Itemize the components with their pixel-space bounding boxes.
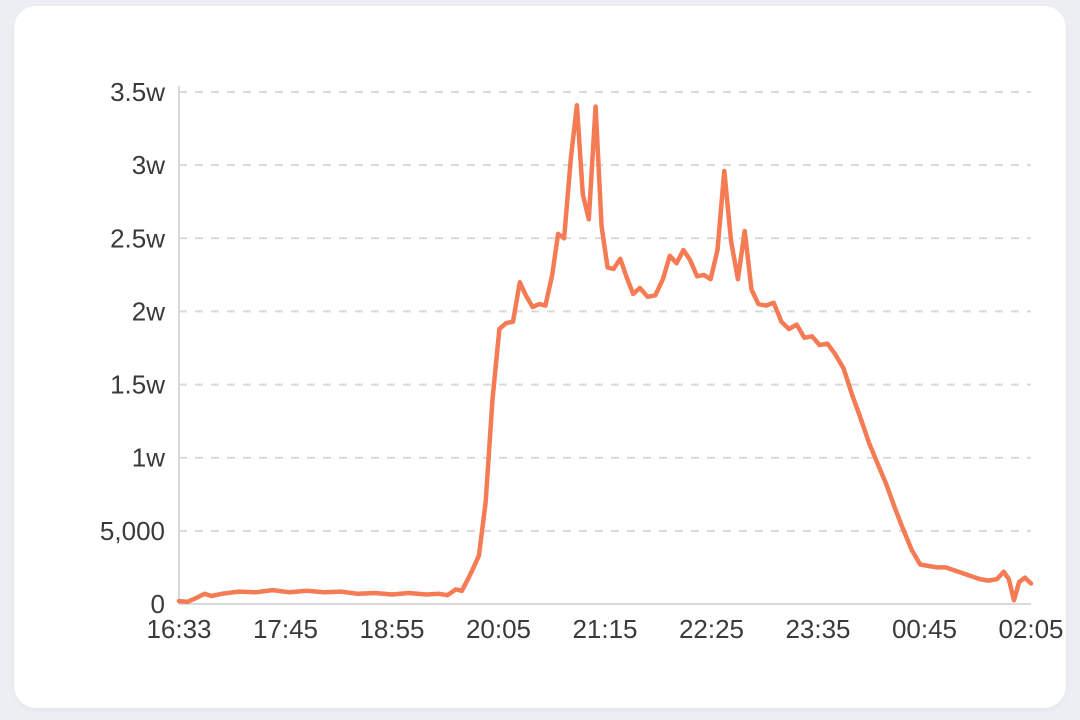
y-tick-label: 1.5w	[110, 370, 165, 400]
line-chart: 05,0001w1.5w2w2.5w3w3.5w 16:3317:4518:55…	[14, 6, 1066, 708]
chart-card: 05,0001w1.5w2w2.5w3w3.5w 16:3317:4518:55…	[14, 6, 1066, 708]
x-tick-label: 16:33	[146, 614, 211, 644]
x-tick-label: 22:25	[679, 614, 744, 644]
x-tick-label: 02:05	[998, 614, 1063, 644]
x-tick-label: 18:55	[359, 614, 424, 644]
chart-y-axis: 05,0001w1.5w2w2.5w3w3.5w	[100, 77, 165, 619]
chart-x-axis: 16:33 17:45 18:55 20:05 21:15 22:25 23:35 00:45…	[146, 614, 1063, 644]
x-tick-label: 20:05	[466, 614, 531, 644]
y-tick-label: 2.5w	[110, 223, 165, 253]
y-tick-label: 5,000	[100, 516, 165, 546]
x-tick-label: 17:45	[253, 614, 318, 644]
series-line	[179, 105, 1031, 602]
y-tick-label: 3.5w	[110, 77, 165, 107]
y-tick-label: 2w	[132, 296, 165, 326]
x-tick-label: 21:15	[572, 614, 637, 644]
chart-plot-area	[179, 105, 1031, 602]
y-tick-label: 3w	[132, 150, 165, 180]
x-tick-label: 00:45	[892, 614, 957, 644]
x-tick-label: 23:35	[785, 614, 850, 644]
y-tick-label: 1w	[132, 443, 165, 473]
